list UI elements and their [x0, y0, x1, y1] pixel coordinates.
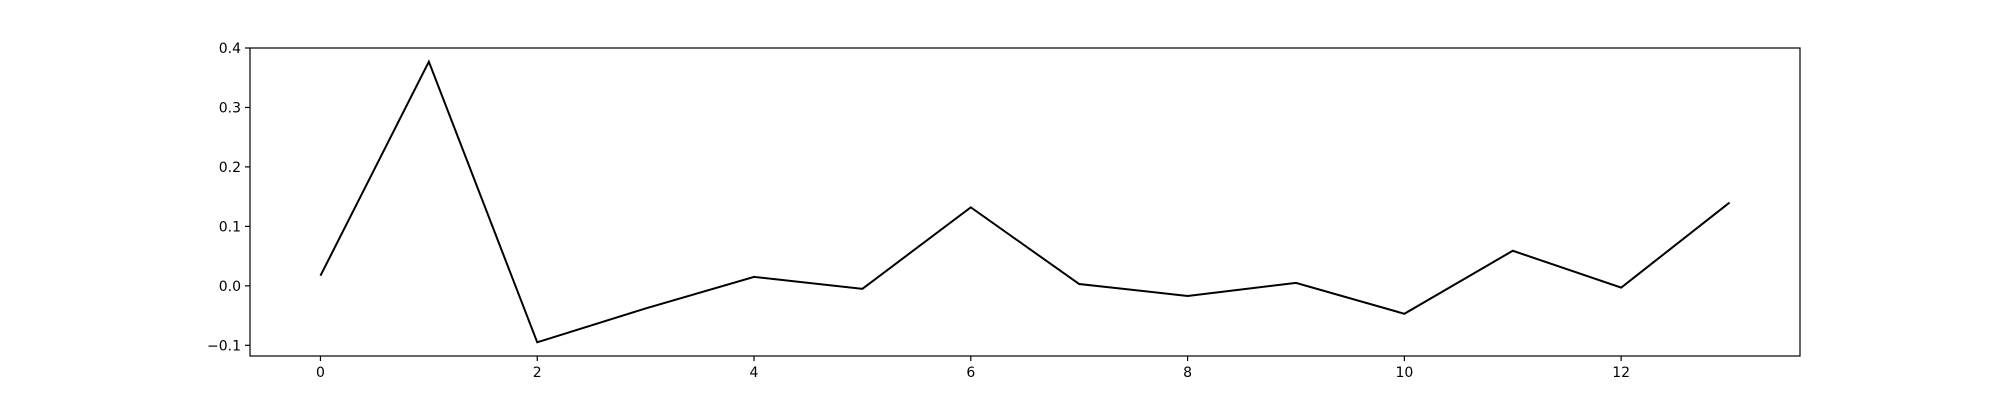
y-tick-label: 0.3	[219, 100, 241, 116]
x-tick-label: 6	[966, 365, 975, 381]
series-line-0	[319, 59, 1731, 344]
series-layer	[319, 59, 1731, 344]
x-tick-label: 2	[533, 365, 542, 381]
y-axis-ticks: −0.1 0.0 0.1 0.2 0.3 0.4	[207, 41, 250, 354]
y-tick-label: 0.2	[219, 160, 241, 176]
y-tick-label: 0.1	[219, 219, 241, 235]
x-axis-ticks: 0 2 4 6 8 10 12	[316, 356, 1630, 381]
plot-frame	[249, 47, 1801, 357]
y-tick-label: 0.0	[219, 279, 241, 295]
y-tick-label: −0.1	[207, 338, 241, 354]
y-tick-label: 0.4	[219, 41, 241, 57]
x-tick-label: 8	[1183, 365, 1192, 381]
x-tick-label: 10	[1395, 365, 1413, 381]
x-tick-label: 4	[750, 365, 759, 381]
x-tick-label: 0	[316, 365, 325, 381]
x-tick-label: 12	[1612, 365, 1630, 381]
